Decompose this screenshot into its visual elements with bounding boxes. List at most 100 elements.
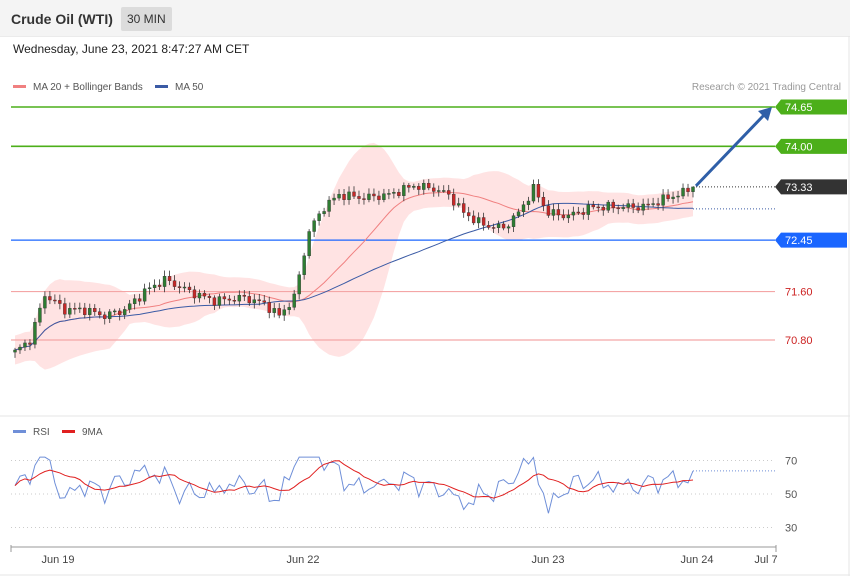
candle-body: [342, 194, 346, 200]
candle-body: [307, 231, 311, 257]
price-legend: MA 20 + Bollinger Bands MA 50 Research © 2…: [13, 82, 841, 93]
ma20-line: [14, 191, 694, 351]
legend-label: RSI: [33, 427, 50, 438]
candle: [501, 221, 506, 231]
candle: [217, 293, 222, 309]
candle: [491, 223, 496, 234]
candle: [367, 188, 371, 203]
rsi-line: [14, 456, 694, 514]
candle: [636, 202, 640, 214]
candle-body: [601, 207, 605, 211]
candle: [651, 197, 655, 208]
candle-body: [526, 200, 531, 205]
candle-body: [442, 190, 446, 192]
candle-body: [13, 349, 17, 353]
candle-body: [147, 287, 152, 290]
candle: [586, 200, 591, 221]
candle-body: [531, 184, 536, 202]
candle: [103, 311, 107, 325]
projection-arrow: [694, 107, 772, 187]
candle: [342, 188, 346, 206]
candle: [247, 290, 252, 306]
candle-body: [691, 186, 695, 192]
timeframe-badge[interactable]: 30 MIN: [121, 7, 172, 31]
candle: [172, 275, 177, 290]
candle-body: [666, 194, 670, 199]
candle: [337, 189, 341, 201]
candle: [516, 208, 521, 218]
rsi-ma-line: [14, 460, 694, 499]
candle: [422, 179, 426, 195]
candle-body: [551, 209, 556, 216]
candle: [686, 183, 690, 197]
x-tick-label: Jul 7: [754, 554, 777, 566]
candle-body: [372, 193, 376, 197]
candle-body: [162, 276, 167, 287]
candle: [292, 289, 296, 311]
legend-label: MA 50: [175, 82, 204, 93]
candle: [98, 307, 102, 319]
candle-body: [93, 308, 97, 312]
candle-body: [297, 274, 301, 295]
candle: [48, 291, 52, 305]
candle: [207, 293, 212, 304]
candle: [551, 203, 556, 221]
candle-body: [481, 217, 486, 226]
candle-body: [586, 204, 591, 215]
candle-body: [232, 300, 237, 302]
level-tag: [775, 232, 847, 248]
candle-body: [561, 214, 566, 219]
candle: [352, 186, 356, 199]
candle-body: [222, 296, 227, 300]
candle: [362, 192, 366, 205]
level-label-72.45: 72.45: [775, 232, 847, 248]
candle: [611, 199, 615, 213]
rsi-legend-item: 9MA: [62, 427, 103, 438]
candle-body: [661, 194, 665, 206]
candle: [432, 183, 436, 197]
arrow-head: [758, 107, 772, 121]
candle: [202, 290, 207, 300]
candle-body: [247, 296, 252, 304]
candle-body: [596, 206, 600, 209]
candle-body: [636, 207, 640, 211]
candle: [506, 224, 511, 234]
moving-averages: [14, 191, 694, 351]
candles: [13, 179, 695, 358]
ma50-line: [14, 202, 694, 351]
candle: [182, 282, 187, 293]
candle-body: [521, 204, 526, 213]
candle-body: [63, 303, 67, 315]
candle: [676, 191, 680, 203]
candle-body: [337, 194, 341, 199]
candle-body: [157, 284, 162, 287]
legend-label: 9MA: [82, 427, 103, 438]
candle: [621, 203, 625, 212]
x-tick-label: Jun 23: [531, 554, 564, 566]
candle-body: [611, 201, 615, 209]
candle-body: [187, 286, 192, 291]
candle-body: [461, 203, 466, 213]
candle: [616, 204, 620, 215]
candle: [691, 186, 695, 198]
candle-body: [272, 308, 276, 313]
candle-body: [252, 299, 256, 304]
candle: [68, 302, 72, 318]
candle: [137, 293, 142, 306]
candle-body: [262, 300, 266, 303]
candle-body: [466, 212, 471, 217]
candle: [297, 271, 301, 300]
candle-body: [33, 321, 37, 345]
candle: [242, 289, 247, 302]
candle: [631, 198, 635, 214]
level-text: 72.45: [785, 235, 813, 247]
candle-body: [172, 280, 177, 287]
candle-body: [536, 184, 541, 198]
candle-body: [182, 286, 187, 289]
candle-body: [506, 226, 511, 229]
candle-body: [88, 308, 92, 315]
candle: [407, 183, 411, 193]
candle: [162, 270, 167, 293]
candle-body: [347, 191, 351, 200]
